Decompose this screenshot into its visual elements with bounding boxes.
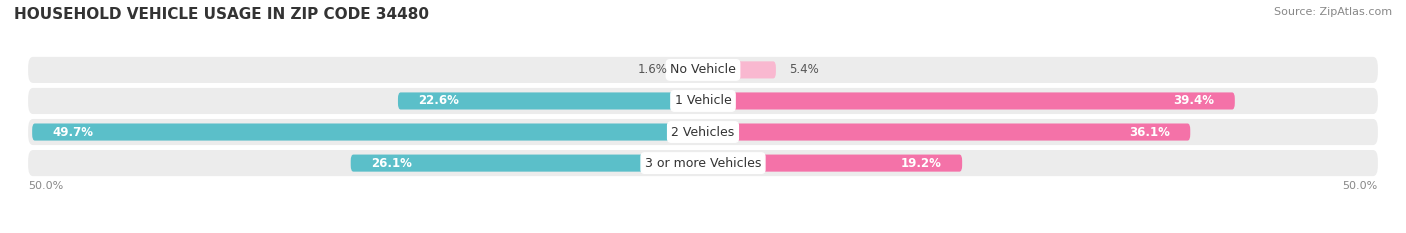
Text: 22.6%: 22.6%	[418, 94, 460, 107]
FancyBboxPatch shape	[703, 61, 776, 79]
FancyBboxPatch shape	[28, 88, 1378, 114]
FancyBboxPatch shape	[703, 154, 962, 172]
Text: HOUSEHOLD VEHICLE USAGE IN ZIP CODE 34480: HOUSEHOLD VEHICLE USAGE IN ZIP CODE 3448…	[14, 7, 429, 22]
FancyBboxPatch shape	[28, 57, 1378, 83]
Text: 1.6%: 1.6%	[638, 63, 668, 76]
Text: 1 Vehicle: 1 Vehicle	[675, 94, 731, 107]
FancyBboxPatch shape	[398, 93, 703, 110]
Text: No Vehicle: No Vehicle	[671, 63, 735, 76]
FancyBboxPatch shape	[28, 150, 1378, 176]
FancyBboxPatch shape	[350, 154, 703, 172]
FancyBboxPatch shape	[703, 123, 1191, 140]
Text: 3 or more Vehicles: 3 or more Vehicles	[645, 157, 761, 170]
FancyBboxPatch shape	[682, 61, 703, 79]
Text: 36.1%: 36.1%	[1129, 126, 1170, 139]
FancyBboxPatch shape	[32, 123, 703, 140]
Text: 5.4%: 5.4%	[789, 63, 820, 76]
Text: 50.0%: 50.0%	[1343, 181, 1378, 191]
Text: 26.1%: 26.1%	[371, 157, 412, 170]
Text: 39.4%: 39.4%	[1174, 94, 1215, 107]
Text: 19.2%: 19.2%	[901, 157, 942, 170]
FancyBboxPatch shape	[703, 93, 1234, 110]
Text: 49.7%: 49.7%	[52, 126, 93, 139]
FancyBboxPatch shape	[28, 119, 1378, 145]
Text: Source: ZipAtlas.com: Source: ZipAtlas.com	[1274, 7, 1392, 17]
Text: 50.0%: 50.0%	[28, 181, 63, 191]
Text: 2 Vehicles: 2 Vehicles	[672, 126, 734, 139]
